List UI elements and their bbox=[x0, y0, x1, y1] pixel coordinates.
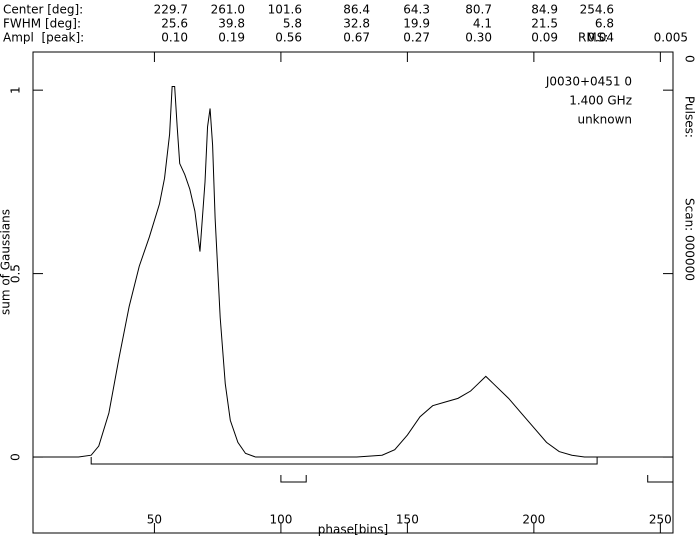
cell: 0.04 bbox=[587, 31, 614, 45]
x-tick-label: 250 bbox=[649, 513, 672, 527]
x-tick-label: 100 bbox=[269, 513, 292, 527]
cell: 64.3 bbox=[403, 3, 430, 17]
phase-window bbox=[90, 457, 598, 465]
cell: 229.7 bbox=[154, 3, 188, 17]
annotation: 1.400 GHz bbox=[569, 94, 632, 108]
cell: 0.09 bbox=[531, 31, 558, 45]
cell: 0.67 bbox=[343, 31, 370, 45]
x-tick-label: 200 bbox=[522, 513, 545, 527]
row-label: Center [deg]: bbox=[3, 3, 83, 17]
cell: 21.5 bbox=[531, 17, 558, 31]
cell: 254.6 bbox=[580, 3, 614, 17]
phase-window bbox=[647, 475, 674, 483]
cell: 4.1 bbox=[473, 17, 492, 31]
cell: 5.8 bbox=[283, 17, 302, 31]
pulse-count: 0 bbox=[683, 55, 697, 63]
plot-frame bbox=[32, 51, 674, 534]
phase-window bbox=[280, 475, 307, 483]
cell: 32.8 bbox=[343, 17, 370, 31]
cell: 0.56 bbox=[275, 31, 302, 45]
cell: 6.8 bbox=[595, 17, 614, 31]
cell: 0.27 bbox=[403, 31, 430, 45]
annotation: unknown bbox=[577, 113, 632, 127]
cell: 86.4 bbox=[343, 3, 370, 17]
cell: 101.6 bbox=[268, 3, 302, 17]
y-tick-label: 0.5 bbox=[9, 264, 23, 283]
cell: 0.30 bbox=[465, 31, 492, 45]
y-tick-label: 0 bbox=[9, 453, 23, 461]
x-tick-label: 150 bbox=[396, 513, 419, 527]
x-tick-label: 50 bbox=[147, 513, 162, 527]
rms-value: 0.005 bbox=[654, 31, 688, 45]
cell: 0.10 bbox=[161, 31, 188, 45]
rms-label: RMS: bbox=[578, 31, 608, 45]
y-tick-label: 1 bbox=[9, 86, 23, 94]
cell: 25.6 bbox=[161, 17, 188, 31]
cell: 19.9 bbox=[403, 17, 430, 31]
cell: 0.19 bbox=[218, 31, 245, 45]
row-label: Ampl [peak]: bbox=[3, 31, 84, 45]
cell: 84.9 bbox=[531, 3, 558, 17]
y-axis-label: sum of Gaussians bbox=[0, 209, 13, 315]
cell: 80.7 bbox=[465, 3, 492, 17]
pulses-label: Pulses: bbox=[683, 96, 697, 138]
annotation: J0030+0451 0 bbox=[545, 75, 632, 89]
cell: 261.0 bbox=[211, 3, 245, 17]
profile-line bbox=[33, 85, 673, 458]
cell: 39.8 bbox=[218, 17, 245, 31]
scan-label: Scan: 000000 bbox=[683, 198, 697, 281]
row-label: FWHM [deg]: bbox=[3, 17, 81, 31]
x-axis-label: phase[bins] bbox=[318, 523, 388, 537]
